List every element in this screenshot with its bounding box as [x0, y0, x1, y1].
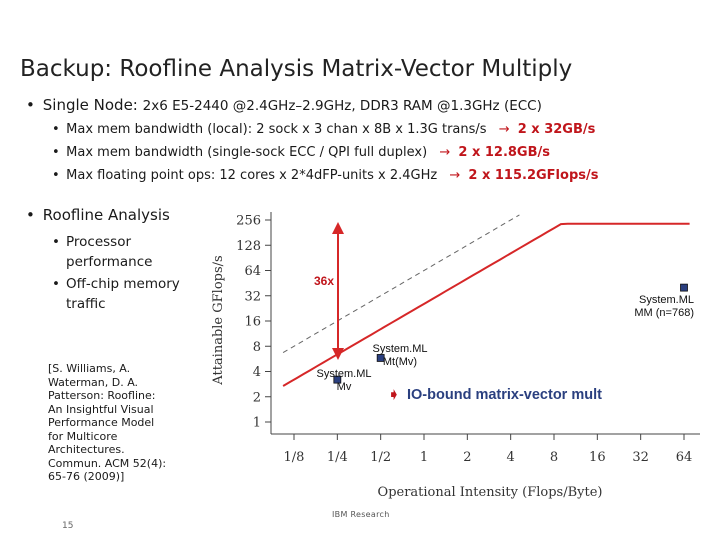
y-tick-label: 16	[244, 315, 261, 330]
x-tick-label: 64	[676, 450, 693, 465]
y-tick-label: 32	[244, 289, 261, 304]
sub-bullet-qpi-bandwidth: • Max mem bandwidth (single-sock ECC / Q…	[52, 145, 550, 160]
point-systemml-mv	[333, 375, 342, 384]
io-bound-note: IO-bound matrix-vector mult	[407, 387, 602, 403]
bullet-icon: •	[52, 276, 60, 292]
point-systemml-mtmv	[376, 354, 385, 362]
label-systemml-mtmv-line2: Mt(Mv)	[383, 356, 417, 368]
page-title: Backup: Roofline Analysis Matrix-Vector …	[20, 56, 573, 82]
sub-bullet-result: 2 x 32GB/s	[517, 122, 596, 137]
label-systemml-mm-line2: MM (n=768)	[634, 307, 694, 319]
roofline-bullet: • Roofline Analysis	[26, 206, 170, 224]
sub-bullet-text: Max mem bandwidth (single-sock ECC / QPI…	[66, 145, 428, 160]
single-node-bullet: • Single Node: 2x6 E5-2440 @2.4GHz–2.9GH…	[26, 96, 542, 114]
y-tick-label: 8	[253, 340, 261, 355]
solid-roofline	[282, 222, 690, 387]
bullet-icon: •	[52, 168, 60, 183]
dashed-bandwidth-roof	[282, 214, 520, 354]
y-tick-label: 64	[244, 264, 261, 279]
x-tick-label: 1/8	[284, 450, 305, 465]
y-axis-label: Attainable GFlops/s	[211, 255, 226, 385]
page-number: 15	[62, 521, 74, 531]
y-tick-label: 256	[236, 214, 261, 229]
sub-bullet-text: Max floating point ops: 12 cores x 2*4dF…	[66, 168, 438, 183]
reference-citation: [S. Williams, A. Waterman, D. A. Patters…	[48, 362, 167, 483]
right-arrow-icon: ➧	[388, 386, 400, 402]
gap-arrow-down-icon	[332, 348, 344, 360]
label-systemml-mtmv-line1: System.ML	[372, 343, 427, 355]
y-tick-group: 1 2 4 8 16 32 64 128 256	[236, 214, 271, 431]
x-axis-label: Operational Intensity (Flops/Byte)	[378, 485, 603, 500]
roofline-item-memory: • Off-chip memory traffic	[52, 274, 192, 314]
sub-bullet-local-bandwidth: • Max mem bandwidth (local): 2 sock x 3 …	[52, 122, 595, 137]
bullet-icon: •	[26, 96, 35, 114]
bullet-icon: •	[52, 234, 60, 250]
y-tick-label: 1	[253, 416, 261, 431]
point-systemml-mm	[680, 283, 688, 292]
sub-bullet-text: Max mem bandwidth (local): 2 sock x 3 ch…	[66, 122, 487, 137]
roofline-item-text: Processor performance	[66, 234, 153, 270]
label-systemml-mv-line1: System.ML	[316, 368, 371, 380]
y-tick-label: 4	[253, 365, 261, 380]
gap-label: 36x	[314, 274, 334, 288]
bullet-icon: •	[52, 145, 60, 160]
bullet-icon: •	[26, 206, 35, 224]
roofline-label: Roofline Analysis	[42, 206, 170, 224]
x-tick-label: 2	[463, 450, 471, 465]
x-tick-label: 8	[550, 450, 558, 465]
single-node-label: Single Node:	[42, 96, 138, 114]
y-tick-label: 2	[253, 390, 261, 405]
x-tick-label: 32	[632, 450, 649, 465]
single-node-detail: 2x6 E5-2440 @2.4GHz–2.9GHz, DDR3 RAM @1.…	[142, 98, 542, 114]
bullet-icon: •	[52, 122, 60, 137]
label-systemml-mv-line2: Mv	[337, 381, 352, 393]
footer-ibm-research: IBM Research	[332, 510, 390, 519]
x-tick-label: 1/2	[370, 450, 391, 465]
x-tick-label: 16	[589, 450, 606, 465]
right-arrow-icon: →	[449, 168, 461, 183]
x-tick-label: 1	[420, 450, 428, 465]
sub-bullet-result: 2 x 115.2GFlops/s	[468, 168, 599, 183]
gap-arrow-up-icon	[332, 222, 344, 234]
sub-bullet-flops: • Max floating point ops: 12 cores x 2*4…	[52, 168, 598, 183]
x-tick-group: 1/8 1/4 1/2 1 2 4 8 16 32 64	[284, 434, 693, 465]
x-tick-label: 1/4	[327, 450, 348, 465]
right-arrow-icon: →	[439, 145, 451, 160]
y-tick-label: 128	[236, 239, 261, 254]
roofline-item-text: Off-chip memory traffic	[66, 276, 180, 312]
roofline-item-processor: • Processor performance	[52, 232, 192, 272]
roofline-chart: 1 2 4 8 16 32 64 128 256 1/8 1/4 1/2 1 2 4 8 16 32 64 Att…	[211, 212, 700, 500]
right-arrow-icon: →	[498, 122, 510, 137]
x-tick-label: 4	[507, 450, 515, 465]
sub-bullet-result: 2 x 12.8GB/s	[458, 145, 550, 160]
label-systemml-mm-line1: System.ML	[639, 294, 694, 306]
